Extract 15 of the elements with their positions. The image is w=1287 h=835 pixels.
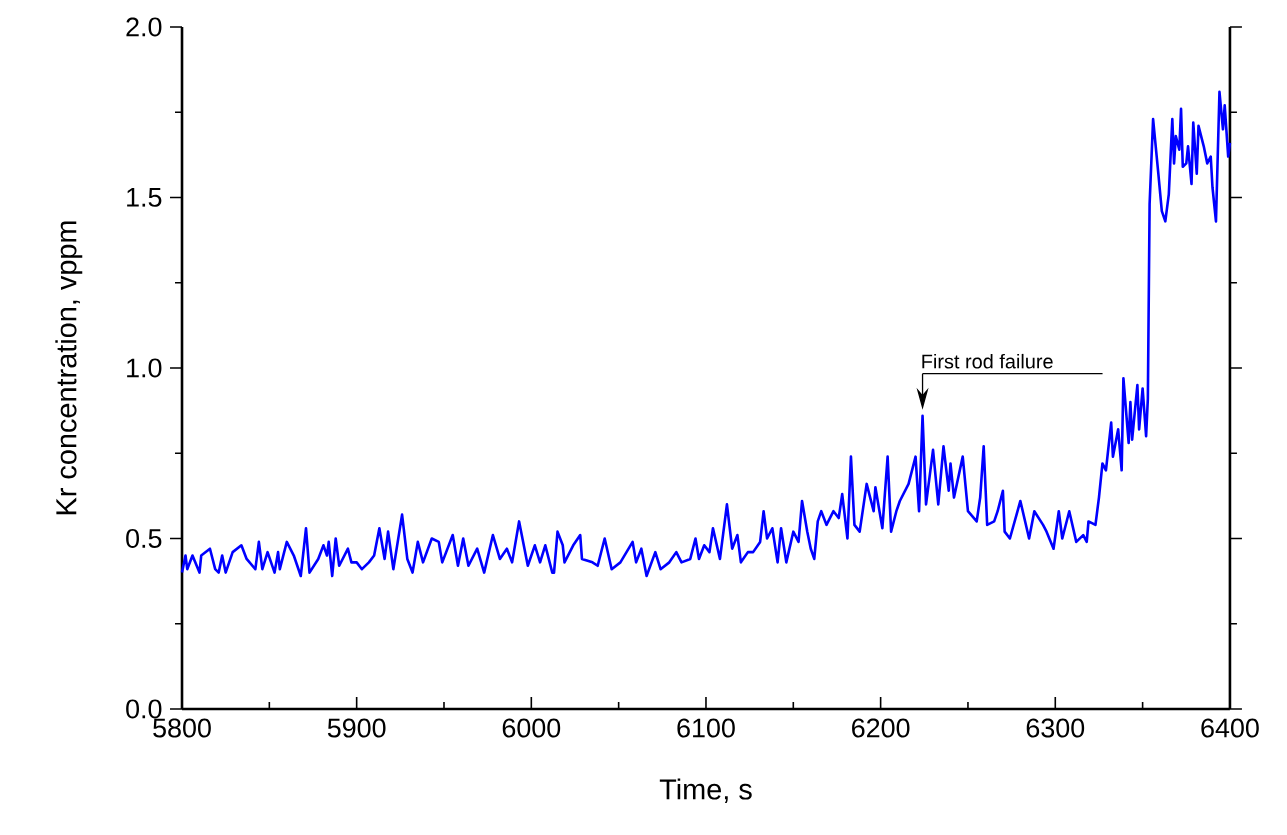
y-tick-label: 0.0 bbox=[126, 699, 162, 719]
y-tick-label: 1.0 bbox=[127, 358, 162, 378]
y-tick-label: 0.5 bbox=[126, 528, 162, 549]
y-tick-label: 2.0 bbox=[126, 17, 162, 37]
y-axis-title: Kr concentration, vppm bbox=[55, 221, 83, 515]
x-tick-label: 5800 bbox=[153, 718, 211, 738]
x-tick-label: 6100 bbox=[677, 718, 735, 738]
x-axis-title: Time, s bbox=[659, 778, 752, 804]
annotation: First rod failure bbox=[922, 353, 1053, 369]
x-tick-label: 5900 bbox=[327, 718, 386, 738]
x-tick-label: 6200 bbox=[852, 718, 910, 738]
x-tick-label: 6000 bbox=[502, 718, 561, 738]
y-tick-label: 1.5 bbox=[127, 188, 162, 207]
x-tick-label: 6300 bbox=[1026, 718, 1085, 738]
x-tick-label: 6400 bbox=[1201, 718, 1259, 738]
